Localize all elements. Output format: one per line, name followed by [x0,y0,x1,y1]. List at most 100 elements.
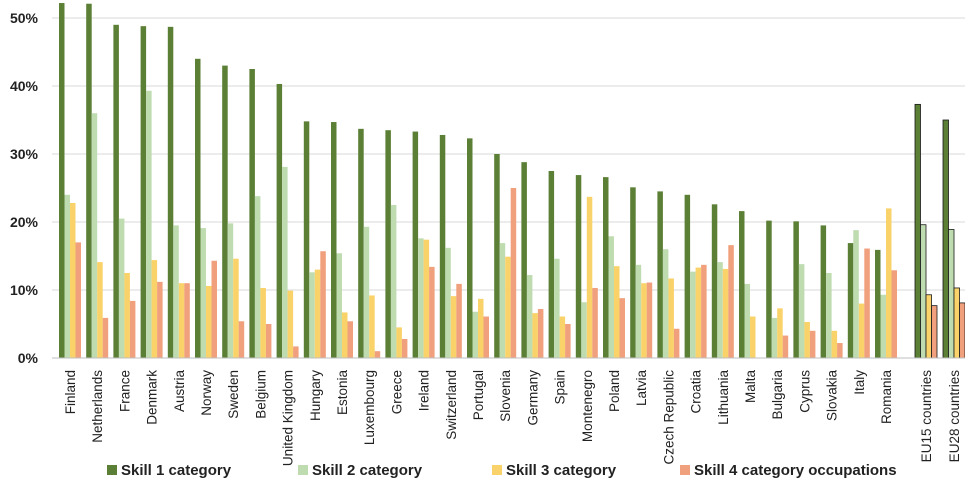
bar-united-kingdom-skill-3-category [288,291,294,358]
bar-finland-skill-3-category [70,203,76,358]
bar-hungary-skill-3-category [315,270,321,358]
bar-finland-skill-2-category [65,195,71,358]
bar-austria-skill-4-category-occupations [184,283,190,358]
bar-slovenia-skill-1-category [494,154,500,358]
y-tick-label: 30% [10,146,39,162]
bar-portugal-skill-2-category [473,312,479,358]
bar-portugal-skill-3-category [478,299,484,358]
category-label-italy: Italy [852,370,867,395]
bar-denmark-skill-2-category [146,91,152,358]
category-label-slovenia: Slovenia [498,370,513,422]
bar-slovakia-skill-4-category-occupations [837,343,843,358]
bar-finland-skill-4-category-occupations [76,242,82,358]
bar-eu28-countries-skill-1-category [943,120,949,358]
bar-lithuania-skill-1-category [712,204,718,358]
category-label-czech-republic: Czech Republic [661,370,676,465]
category-label-portugal: Portugal [471,370,486,420]
category-label-latvia: Latvia [634,370,649,407]
bar-sweden-skill-3-category [233,259,239,358]
bar-lithuania-skill-2-category [717,262,723,358]
bar-croatia-skill-2-category [690,272,696,358]
category-label-hungary: Hungary [308,370,323,421]
category-label-poland: Poland [607,370,622,412]
bar-croatia-skill-4-category-occupations [701,265,707,358]
bar-switzerland-skill-4-category-occupations [456,284,462,358]
bar-norway-skill-4-category-occupations [212,261,218,358]
category-label-croatia: Croatia [689,370,704,414]
bar-austria-skill-1-category [168,27,174,358]
bar-luxembourg-skill-4-category-occupations [375,351,381,358]
bar-netherlands-skill-2-category [92,113,98,358]
category-label-germany: Germany [525,370,540,426]
bar-united-kingdom-skill-2-category [282,167,288,358]
legend-label-skill-2-category: Skill 2 category [312,462,423,479]
bar-montenegro-skill-1-category [576,175,582,358]
category-label-france: France [117,370,132,412]
bar-montenegro-skill-4-category-occupations [592,288,598,358]
legend-swatch-skill-4-category-occupations [680,465,690,475]
bar-eu28-countries-skill-2-category [949,229,955,358]
bar-germany-skill-2-category [527,275,533,358]
bar-bulgaria-skill-2-category [772,318,778,358]
bar-eu28-countries-skill-4-category-occupations [960,303,965,358]
category-label-netherlands: Netherlands [90,370,105,443]
bar-romania-skill-2-category [881,295,887,358]
bar-belgium-skill-1-category [249,69,255,358]
bar-germany-skill-4-category-occupations [538,309,544,358]
bar-united-kingdom-skill-1-category [277,84,283,358]
category-label-eu15-countries: EU15 countries [919,370,934,463]
bar-luxembourg-skill-1-category [358,129,364,358]
bar-czech-republic-skill-2-category [663,249,669,358]
bar-poland-skill-4-category-occupations [620,298,626,358]
legend-swatch-skill-3-category [492,465,502,475]
bar-greece-skill-2-category [391,205,397,358]
bar-switzerland-skill-3-category [451,296,457,358]
bar-latvia-skill-3-category [641,283,647,358]
y-tick-label: 40% [10,78,39,94]
category-label-lithuania: Lithuania [716,370,731,425]
bar-denmark-skill-3-category [152,260,158,358]
bar-poland-skill-1-category [603,177,609,358]
bar-slovakia-skill-2-category [826,273,832,358]
bar-bulgaria-skill-3-category [777,308,783,358]
category-label-austria: Austria [172,370,187,413]
legend-label-skill-1-category: Skill 1 category [121,462,232,479]
bar-latvia-skill-4-category-occupations [647,283,653,358]
bar-netherlands-skill-4-category-occupations [103,318,109,358]
bar-france-skill-4-category-occupations [130,301,136,358]
bar-belgium-skill-2-category [255,196,261,358]
category-label-norway: Norway [199,370,214,416]
bar-ireland-skill-1-category [413,132,419,358]
bar-poland-skill-3-category [614,266,620,358]
bar-netherlands-skill-3-category [97,262,103,358]
bar-portugal-skill-1-category [467,138,473,358]
category-label-malta: Malta [743,370,758,404]
bar-france-skill-1-category [113,25,119,358]
bar-luxembourg-skill-3-category [369,295,375,358]
bar-austria-skill-2-category [173,225,179,358]
bar-estonia-skill-2-category [337,253,343,358]
category-label-belgium: Belgium [253,370,268,419]
bar-romania-skill-1-category [875,250,881,358]
y-tick-label: 10% [10,282,39,298]
legend-swatch-skill-2-category [298,465,308,475]
bar-germany-skill-1-category [521,162,527,358]
category-label-spain: Spain [553,370,568,405]
category-label-bulgaria: Bulgaria [770,370,785,420]
bar-italy-skill-1-category [848,243,854,358]
bar-austria-skill-3-category [179,283,185,358]
bar-norway-skill-2-category [201,228,207,358]
bar-eu15-countries-skill-2-category [921,225,927,358]
bar-hungary-skill-2-category [309,272,315,358]
bar-ireland-skill-4-category-occupations [429,267,435,358]
bar-france-skill-3-category [124,273,129,358]
bar-cyprus-skill-2-category [799,264,805,358]
bar-denmark-skill-4-category-occupations [157,282,163,358]
bar-croatia-skill-1-category [685,195,691,358]
y-tick-label: 20% [10,214,39,230]
y-tick-label: 50% [10,10,39,26]
bar-malta-skill-3-category [750,317,756,358]
category-label-montenegro: Montenegro [580,370,595,442]
